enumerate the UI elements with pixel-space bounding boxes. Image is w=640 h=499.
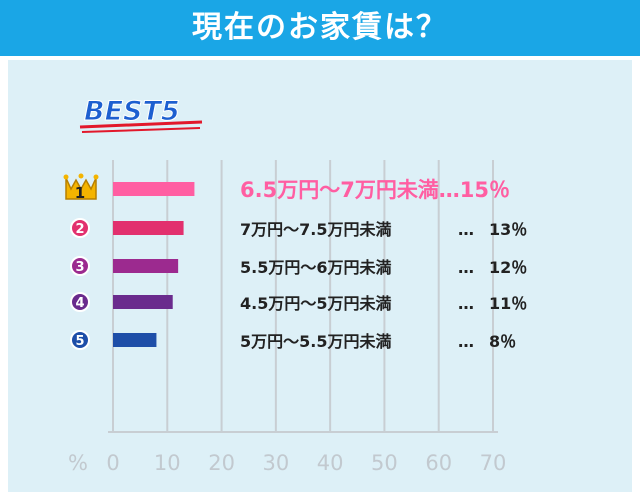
category-label: 6.5万円〜7万円未満…15％ xyxy=(240,178,510,202)
value-label: 13％ xyxy=(489,220,527,239)
separator: … xyxy=(458,258,474,277)
separator: … xyxy=(458,332,474,351)
best-underline-1 xyxy=(79,120,203,129)
rank-badge xyxy=(70,330,90,350)
value-label: 12％ xyxy=(489,258,527,277)
rank-number: 5 xyxy=(75,334,84,349)
bar xyxy=(113,295,173,309)
category-label: 5万円〜5.5万円未満 xyxy=(240,332,391,351)
rank-number: 4 xyxy=(75,296,84,311)
bar xyxy=(113,333,157,347)
category-label: 7万円〜7.5万円未満 xyxy=(240,220,391,239)
x-unit-label: % xyxy=(68,451,88,475)
crown-jewel xyxy=(78,173,84,179)
chart-title: 現在のお家賃は？ xyxy=(192,10,448,45)
rank-badge xyxy=(70,256,90,276)
rank-number: 2 xyxy=(75,222,84,237)
bar xyxy=(113,259,179,273)
header-bar: 現在のお家賃は？ xyxy=(0,0,640,56)
separator: … xyxy=(458,294,474,313)
category-label: 5.5万円〜6万円未満 xyxy=(240,258,391,277)
crown-jewel xyxy=(63,174,69,180)
bar xyxy=(113,182,195,196)
x-tick-label: 0 xyxy=(106,451,119,475)
value-label: 8％ xyxy=(489,332,516,351)
bar xyxy=(113,221,184,235)
rank-number: 3 xyxy=(75,260,84,275)
x-tick-label: 30 xyxy=(262,451,289,475)
rank-number: 1 xyxy=(75,184,85,202)
rank-badge xyxy=(70,292,90,312)
crown-icon xyxy=(65,177,97,200)
crown-jewel xyxy=(93,174,99,180)
x-tick-label: 70 xyxy=(480,451,507,475)
best-badge: BEST5 xyxy=(84,96,180,127)
x-tick-label: 50 xyxy=(371,451,398,475)
category-label: 4.5万円〜5万円未満 xyxy=(240,294,391,313)
separator: … xyxy=(458,220,474,239)
rank-badge xyxy=(70,218,90,238)
best-underline-2 xyxy=(81,127,201,133)
x-tick-label: 10 xyxy=(154,451,181,475)
x-tick-label: 60 xyxy=(425,451,452,475)
x-tick-label: 40 xyxy=(317,451,344,475)
value-label: 11％ xyxy=(489,294,527,313)
x-tick-label: 20 xyxy=(208,451,235,475)
